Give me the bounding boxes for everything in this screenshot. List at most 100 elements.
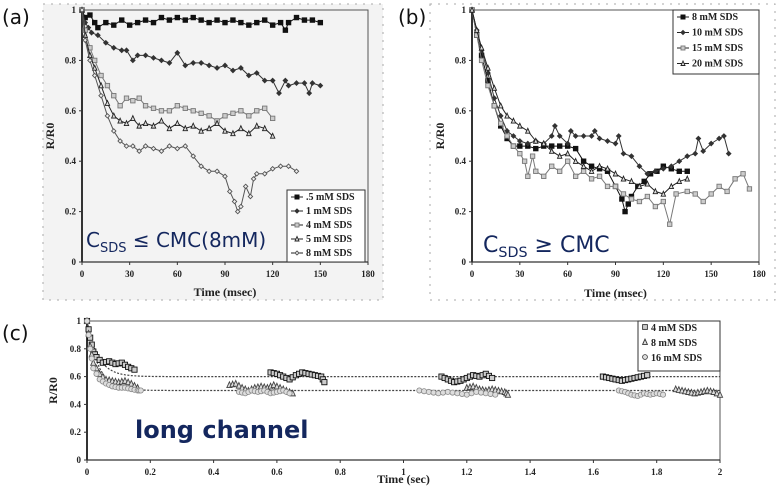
data-point — [684, 175, 691, 182]
data-point — [245, 72, 252, 79]
data-point — [525, 173, 531, 179]
data-point — [497, 101, 504, 109]
data-point — [564, 140, 571, 147]
data-point — [134, 52, 141, 59]
data-point — [580, 168, 587, 174]
data-point — [644, 193, 651, 200]
x-tick-label: 60 — [173, 269, 183, 279]
x-axis-title: Time (msec) — [194, 285, 257, 299]
series-line — [81, 9, 274, 122]
legend-marker — [642, 324, 648, 330]
data-point — [158, 57, 165, 64]
data-point — [214, 17, 220, 23]
series-5-mm-sds — [79, 6, 276, 139]
data-point — [123, 143, 130, 149]
legend-label: 8 mM SDS — [651, 338, 698, 349]
data-point — [198, 110, 204, 116]
data-point — [277, 163, 284, 170]
data-point — [166, 143, 173, 149]
data-point — [276, 90, 282, 97]
data-point — [92, 19, 98, 26]
data-point — [158, 14, 165, 21]
data-point — [489, 374, 496, 382]
legend-marker — [680, 45, 686, 51]
y-axis-title: R/R0 — [433, 123, 447, 150]
y-tick-label: 0.2 — [70, 427, 82, 437]
data-point — [604, 164, 611, 172]
x-tick-label: 1.2 — [461, 467, 473, 477]
data-point — [620, 150, 627, 157]
data-point — [660, 190, 667, 197]
legend: 4 mM SDS 8 mM SDS 16 mM SDS — [637, 320, 721, 372]
data-point — [625, 201, 631, 207]
data-point — [564, 149, 571, 157]
data-point — [102, 39, 109, 46]
data-point — [142, 17, 149, 23]
data-point — [684, 168, 690, 174]
data-point — [615, 133, 622, 139]
data-point — [565, 158, 571, 164]
data-point — [198, 127, 205, 134]
data-point — [124, 377, 132, 386]
data-point — [449, 389, 456, 396]
data-point — [622, 208, 628, 215]
y-tick-label: 0.6 — [455, 106, 467, 116]
data-point — [142, 143, 149, 149]
data-point — [498, 120, 504, 127]
data-point — [549, 163, 555, 169]
data-point — [282, 27, 289, 33]
data-point — [129, 57, 136, 64]
data-point — [231, 198, 238, 205]
data-point — [174, 145, 181, 152]
data-point — [504, 390, 512, 398]
x-tick-label: 0 — [80, 269, 85, 279]
data-point — [182, 124, 189, 132]
data-point — [150, 145, 157, 152]
data-point — [628, 196, 635, 202]
data-point — [134, 19, 141, 26]
data-point — [254, 19, 260, 26]
data-point — [557, 168, 563, 174]
data-point — [166, 124, 173, 132]
data-point — [746, 186, 753, 192]
data-point — [232, 379, 240, 387]
data-point — [222, 62, 228, 69]
data-point — [150, 19, 157, 26]
legend-item: 4 mM SDS — [642, 323, 698, 334]
x-tick-label: 90 — [611, 269, 621, 279]
legend-label: 8 mM SDS — [306, 248, 353, 259]
data-point — [117, 138, 123, 144]
series-line — [81, 9, 321, 32]
data-point — [234, 208, 241, 215]
data-point — [306, 90, 313, 97]
legend-label: 10 mM SDS — [692, 28, 744, 39]
data-point — [123, 119, 130, 127]
data-point — [588, 133, 595, 139]
data-point — [474, 32, 480, 38]
data-point — [206, 124, 213, 132]
data-point — [533, 145, 539, 152]
data-point — [87, 345, 94, 352]
x-tick-label: 0 — [85, 467, 90, 477]
y-tick-label: 1 — [72, 5, 77, 15]
data-point — [270, 380, 278, 388]
data-point — [491, 84, 498, 91]
data-point — [572, 133, 579, 139]
data-point — [94, 32, 101, 39]
legend-item: 16 mM SDS — [642, 353, 703, 364]
x-tick-label: 1 — [401, 467, 406, 477]
y-tick-label: 1 — [77, 316, 82, 326]
data-point — [716, 135, 723, 142]
data-point — [198, 17, 204, 23]
data-point — [293, 80, 300, 86]
panel-label-a: (a) — [2, 5, 30, 29]
data-point — [710, 387, 717, 395]
data-point — [510, 117, 517, 124]
legend-label: 4 mM SDS — [306, 220, 353, 231]
chart-b: 0 0.2 0.4 0.6 0.8 1 0 30 60 90 120 150 180 Time (msec… — [433, 5, 766, 300]
data-point — [644, 170, 651, 177]
data-point — [612, 140, 619, 147]
legend-marker — [641, 338, 649, 345]
data-point — [459, 390, 466, 397]
y-tick-label: 0.8 — [70, 344, 82, 354]
